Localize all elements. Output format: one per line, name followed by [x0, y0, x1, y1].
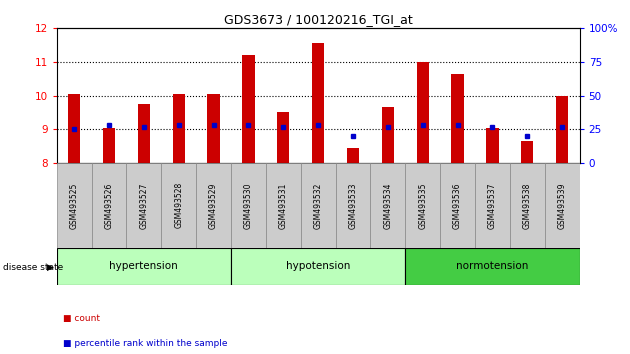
- Text: GSM493539: GSM493539: [558, 182, 566, 229]
- Bar: [173, 94, 185, 163]
- Text: GSM493528: GSM493528: [175, 182, 183, 228]
- Bar: [68, 94, 80, 163]
- Bar: [266, 163, 301, 248]
- Text: ▶: ▶: [47, 263, 54, 272]
- Bar: [486, 127, 498, 163]
- Bar: [312, 44, 324, 163]
- Text: GSM493535: GSM493535: [418, 182, 427, 229]
- Bar: [231, 163, 266, 248]
- Text: GSM493525: GSM493525: [70, 182, 79, 229]
- Bar: [440, 163, 475, 248]
- Text: GSM493531: GSM493531: [279, 182, 288, 229]
- Bar: [207, 94, 220, 163]
- Bar: [301, 163, 336, 248]
- Text: hypertension: hypertension: [110, 261, 178, 272]
- Text: GSM493526: GSM493526: [105, 182, 113, 229]
- Bar: [405, 248, 580, 285]
- Bar: [231, 248, 405, 285]
- Text: GSM493533: GSM493533: [348, 182, 357, 229]
- Text: normotension: normotension: [456, 261, 529, 272]
- Bar: [336, 163, 370, 248]
- Text: ■ count: ■ count: [63, 314, 100, 323]
- Text: hypotension: hypotension: [286, 261, 350, 272]
- Bar: [382, 107, 394, 163]
- Bar: [452, 74, 464, 163]
- Bar: [556, 96, 568, 163]
- Bar: [277, 113, 289, 163]
- Bar: [138, 104, 150, 163]
- Text: GSM493537: GSM493537: [488, 182, 497, 229]
- Bar: [57, 248, 231, 285]
- Bar: [510, 163, 545, 248]
- Bar: [545, 163, 580, 248]
- Text: GSM493538: GSM493538: [523, 182, 532, 229]
- Bar: [91, 163, 127, 248]
- Bar: [57, 163, 91, 248]
- Text: GSM493536: GSM493536: [453, 182, 462, 229]
- Bar: [521, 141, 534, 163]
- Bar: [347, 148, 359, 163]
- Bar: [196, 163, 231, 248]
- Bar: [475, 163, 510, 248]
- Text: GSM493532: GSM493532: [314, 182, 323, 229]
- Bar: [243, 55, 255, 163]
- Bar: [416, 62, 429, 163]
- Bar: [103, 127, 115, 163]
- Text: GSM493534: GSM493534: [384, 182, 392, 229]
- Bar: [405, 163, 440, 248]
- Bar: [161, 163, 196, 248]
- Text: GSM493530: GSM493530: [244, 182, 253, 229]
- Bar: [127, 163, 161, 248]
- Text: disease state: disease state: [3, 263, 64, 272]
- Title: GDS3673 / 100120216_TGI_at: GDS3673 / 100120216_TGI_at: [224, 13, 413, 26]
- Text: GSM493527: GSM493527: [139, 182, 148, 229]
- Bar: [370, 163, 405, 248]
- Text: ■ percentile rank within the sample: ■ percentile rank within the sample: [63, 339, 227, 348]
- Text: GSM493529: GSM493529: [209, 182, 218, 229]
